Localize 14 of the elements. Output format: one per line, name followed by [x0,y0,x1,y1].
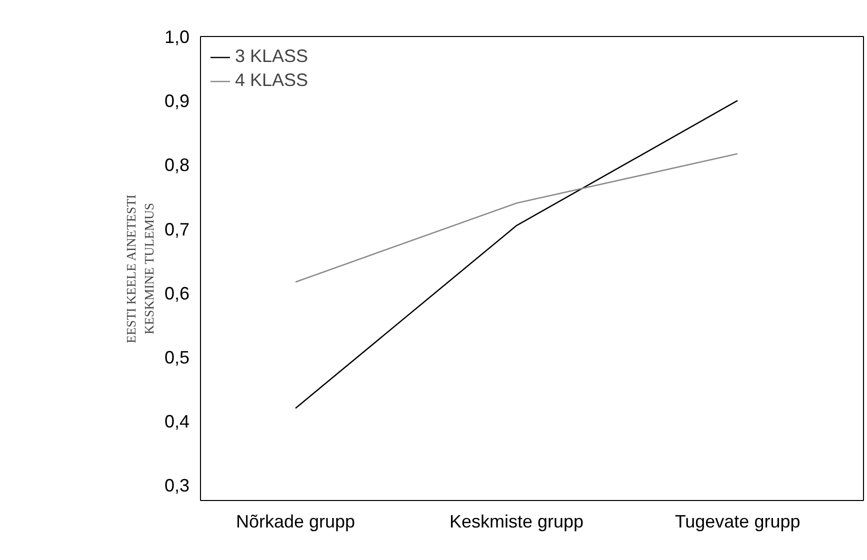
legend-label: 4 KLASS [235,70,308,91]
y-tick-label: 0,3 [164,476,190,496]
y-tick-label: 1,0 [164,27,190,47]
y-tick-label: 0,6 [164,283,190,304]
y-tick-label: 0,4 [164,412,190,432]
y-tick-label: 0,7 [164,219,190,240]
x-tick-label: Tugevate grupp [674,512,800,532]
y-tick-label: 0,8 [164,155,190,176]
legend-label: 3 KLASS [235,46,308,67]
x-tick-label: Nõrkade grupp [236,512,356,532]
y-tick-label: 0,9 [164,91,190,112]
y-axis-title: EESTI KEELE AINETESTI KESKMINE TULEMUS [123,194,156,344]
y-tick-label: 0,5 [164,347,190,368]
x-tick-label: Keskmiste grupp [450,512,584,532]
